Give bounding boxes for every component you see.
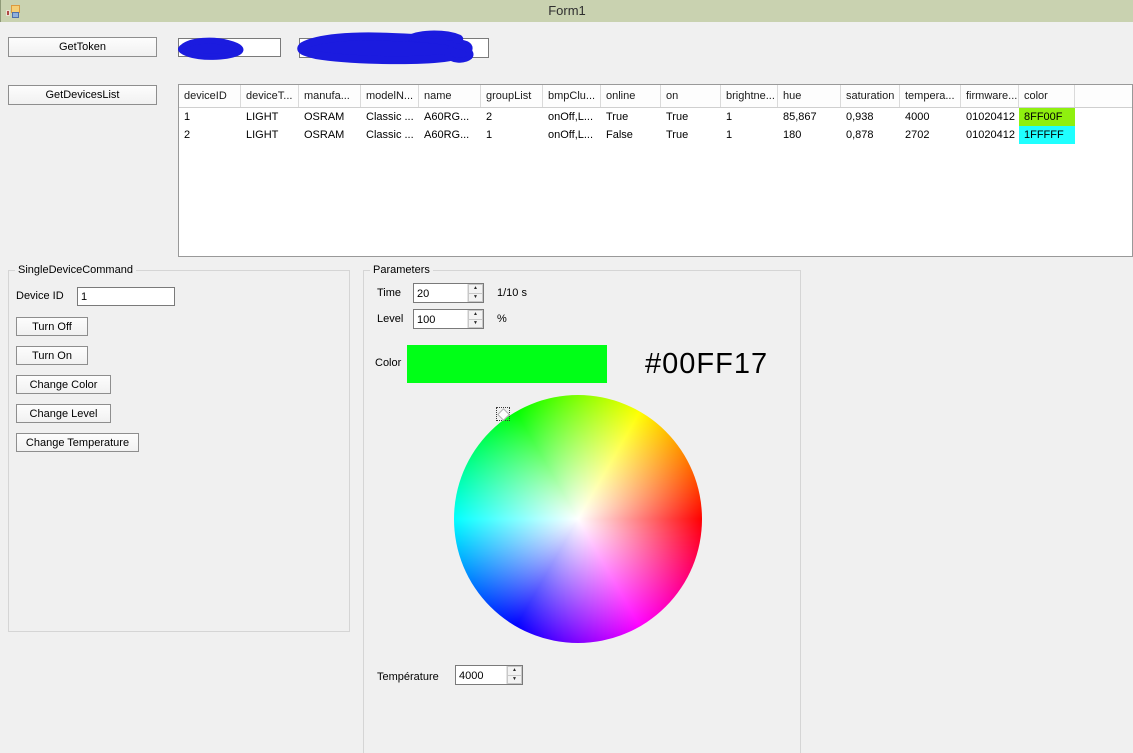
parameters-title: Parameters bbox=[370, 264, 433, 276]
parameters-group: Parameters bbox=[363, 264, 801, 753]
color-swatch bbox=[407, 345, 607, 383]
grid-cell[interactable]: 0,878 bbox=[846, 129, 874, 141]
grid-cell[interactable]: 1 bbox=[486, 129, 493, 141]
grid-column-header[interactable]: online bbox=[601, 85, 661, 107]
app-icon bbox=[5, 3, 21, 19]
grid-column-header[interactable]: hue bbox=[778, 85, 841, 107]
grid-cell[interactable]: Classic ... bbox=[366, 111, 414, 123]
get-devices-list-button[interactable]: GetDevicesList bbox=[8, 85, 157, 105]
temperature-spinner-buttons: ▲ ▼ bbox=[506, 666, 522, 684]
grid-column-header[interactable]: groupList bbox=[481, 85, 543, 107]
grid-cell-color[interactable]: 1FFFFF bbox=[1019, 126, 1075, 144]
time-spinner-buttons: ▲ ▼ bbox=[467, 284, 483, 302]
grid-cell[interactable]: True bbox=[606, 111, 629, 123]
color-label: Color bbox=[375, 357, 402, 369]
time-spinner-down-button[interactable]: ▼ bbox=[468, 293, 483, 302]
level-label: Level bbox=[377, 313, 404, 325]
temperature-spinner-up-button[interactable]: ▲ bbox=[507, 666, 522, 676]
grid-cell[interactable]: A60RG... bbox=[424, 111, 470, 123]
grid-cell-color[interactable]: 8FF00F bbox=[1019, 108, 1075, 126]
grid-cell[interactable]: onOff,L... bbox=[548, 111, 594, 123]
grid-column-header[interactable]: deviceT... bbox=[241, 85, 299, 107]
single-device-command-title: SingleDeviceCommand bbox=[15, 264, 136, 276]
level-unit-label: % bbox=[497, 313, 507, 325]
grid-cell[interactable]: 2702 bbox=[905, 129, 930, 141]
grid-column-header[interactable]: bmpClu... bbox=[543, 85, 601, 107]
grid-body: 1 LIGHT OSRAM Classic ... A60RG... 2 onOff,L..… bbox=[179, 108, 1132, 144]
grid-column-header[interactable]: manufa... bbox=[299, 85, 361, 107]
turn-on-button[interactable]: Turn On bbox=[16, 346, 88, 365]
grid-cell[interactable]: True bbox=[666, 111, 689, 123]
grid-cell[interactable]: Classic ... bbox=[366, 129, 414, 141]
grid-column-header[interactable]: color bbox=[1019, 85, 1075, 107]
grid-cell[interactable]: OSRAM bbox=[304, 111, 345, 123]
grid-cell[interactable]: onOff,L... bbox=[548, 129, 594, 141]
grid-column-header[interactable]: modelN... bbox=[361, 85, 419, 107]
change-color-button[interactable]: Change Color bbox=[16, 375, 111, 394]
grid-column-header[interactable]: name bbox=[419, 85, 481, 107]
grid-cell[interactable]: True bbox=[666, 129, 689, 141]
app-icon-red-square bbox=[6, 10, 10, 16]
titlebar: Form1 bbox=[0, 0, 1133, 22]
app-icon-blue-square bbox=[12, 12, 19, 18]
level-spinner-up-button[interactable]: ▲ bbox=[468, 310, 483, 320]
time-spinner[interactable]: ▲ ▼ bbox=[413, 283, 484, 303]
temperature-spinner[interactable]: ▲ ▼ bbox=[455, 665, 523, 685]
grid-cell[interactable]: False bbox=[606, 129, 633, 141]
grid-cell[interactable]: 1 bbox=[726, 129, 733, 141]
turn-off-button[interactable]: Turn Off bbox=[16, 317, 88, 336]
grid-column-header[interactable]: on bbox=[661, 85, 721, 107]
grid-column-header[interactable]: firmware... bbox=[961, 85, 1019, 107]
get-token-button[interactable]: GetToken bbox=[8, 37, 157, 57]
grid-column-header[interactable]: tempera... bbox=[900, 85, 961, 107]
single-device-command-group: SingleDeviceCommand bbox=[8, 264, 350, 632]
device-id-label: Device ID bbox=[16, 290, 64, 302]
change-temperature-button[interactable]: Change Temperature bbox=[16, 433, 139, 452]
devices-grid: deviceID deviceT... manufa... modelN... name… bbox=[178, 84, 1133, 257]
grid-cell[interactable]: OSRAM bbox=[304, 129, 345, 141]
grid-column-header[interactable]: deviceID bbox=[179, 85, 241, 107]
grid-cell[interactable]: 1 bbox=[726, 111, 733, 123]
grid-row[interactable]: 1 LIGHT OSRAM Classic ... A60RG... 2 onOff,L..… bbox=[179, 108, 1132, 126]
color-wheel-marker[interactable] bbox=[496, 407, 510, 421]
grid-cell[interactable]: LIGHT bbox=[246, 129, 279, 141]
color-wheel[interactable] bbox=[454, 395, 702, 643]
time-spinner-input[interactable] bbox=[414, 284, 467, 302]
temperature-spinner-down-button[interactable]: ▼ bbox=[507, 675, 522, 684]
time-unit-label: 1/10 s bbox=[497, 287, 527, 299]
level-spinner-down-button[interactable]: ▼ bbox=[468, 319, 483, 328]
color-hex-value: #00FF17 bbox=[645, 348, 769, 380]
level-spinner[interactable]: ▲ ▼ bbox=[413, 309, 484, 329]
grid-header: deviceID deviceT... manufa... modelN... name… bbox=[179, 85, 1132, 108]
grid-cell[interactable]: 01020412 bbox=[966, 111, 1015, 123]
grid-cell[interactable]: 4000 bbox=[905, 111, 930, 123]
color-wheel-marker-diamond bbox=[497, 408, 510, 421]
grid-cell[interactable]: LIGHT bbox=[246, 111, 279, 123]
temperature-label: Température bbox=[377, 671, 439, 683]
grid-row[interactable]: 2 LIGHT OSRAM Classic ... A60RG... 1 onOff,L..… bbox=[179, 126, 1132, 144]
grid-column-header[interactable]: brightne... bbox=[721, 85, 778, 107]
grid-cell[interactable]: 01020412 bbox=[966, 129, 1015, 141]
grid-cell[interactable]: A60RG... bbox=[424, 129, 470, 141]
grid-cell[interactable]: 180 bbox=[783, 129, 802, 141]
grid-cell[interactable]: 2 bbox=[486, 111, 493, 123]
window-title: Form1 bbox=[548, 3, 586, 18]
device-id-input[interactable] bbox=[77, 287, 175, 306]
time-label: Time bbox=[377, 287, 402, 299]
grid-cell[interactable]: 85,867 bbox=[783, 111, 817, 123]
token-input[interactable] bbox=[178, 38, 281, 57]
change-level-button[interactable]: Change Level bbox=[16, 404, 111, 423]
grid-cell[interactable]: 2 bbox=[184, 129, 191, 141]
temperature-spinner-input[interactable] bbox=[456, 666, 506, 684]
time-spinner-up-button[interactable]: ▲ bbox=[468, 284, 483, 294]
grid-cell[interactable]: 0,938 bbox=[846, 111, 874, 123]
level-spinner-buttons: ▲ ▼ bbox=[467, 310, 483, 328]
grid-column-header[interactable]: saturation bbox=[841, 85, 900, 107]
level-spinner-input[interactable] bbox=[414, 310, 467, 328]
secret-input[interactable] bbox=[299, 38, 489, 58]
grid-cell[interactable]: 1 bbox=[184, 111, 191, 123]
